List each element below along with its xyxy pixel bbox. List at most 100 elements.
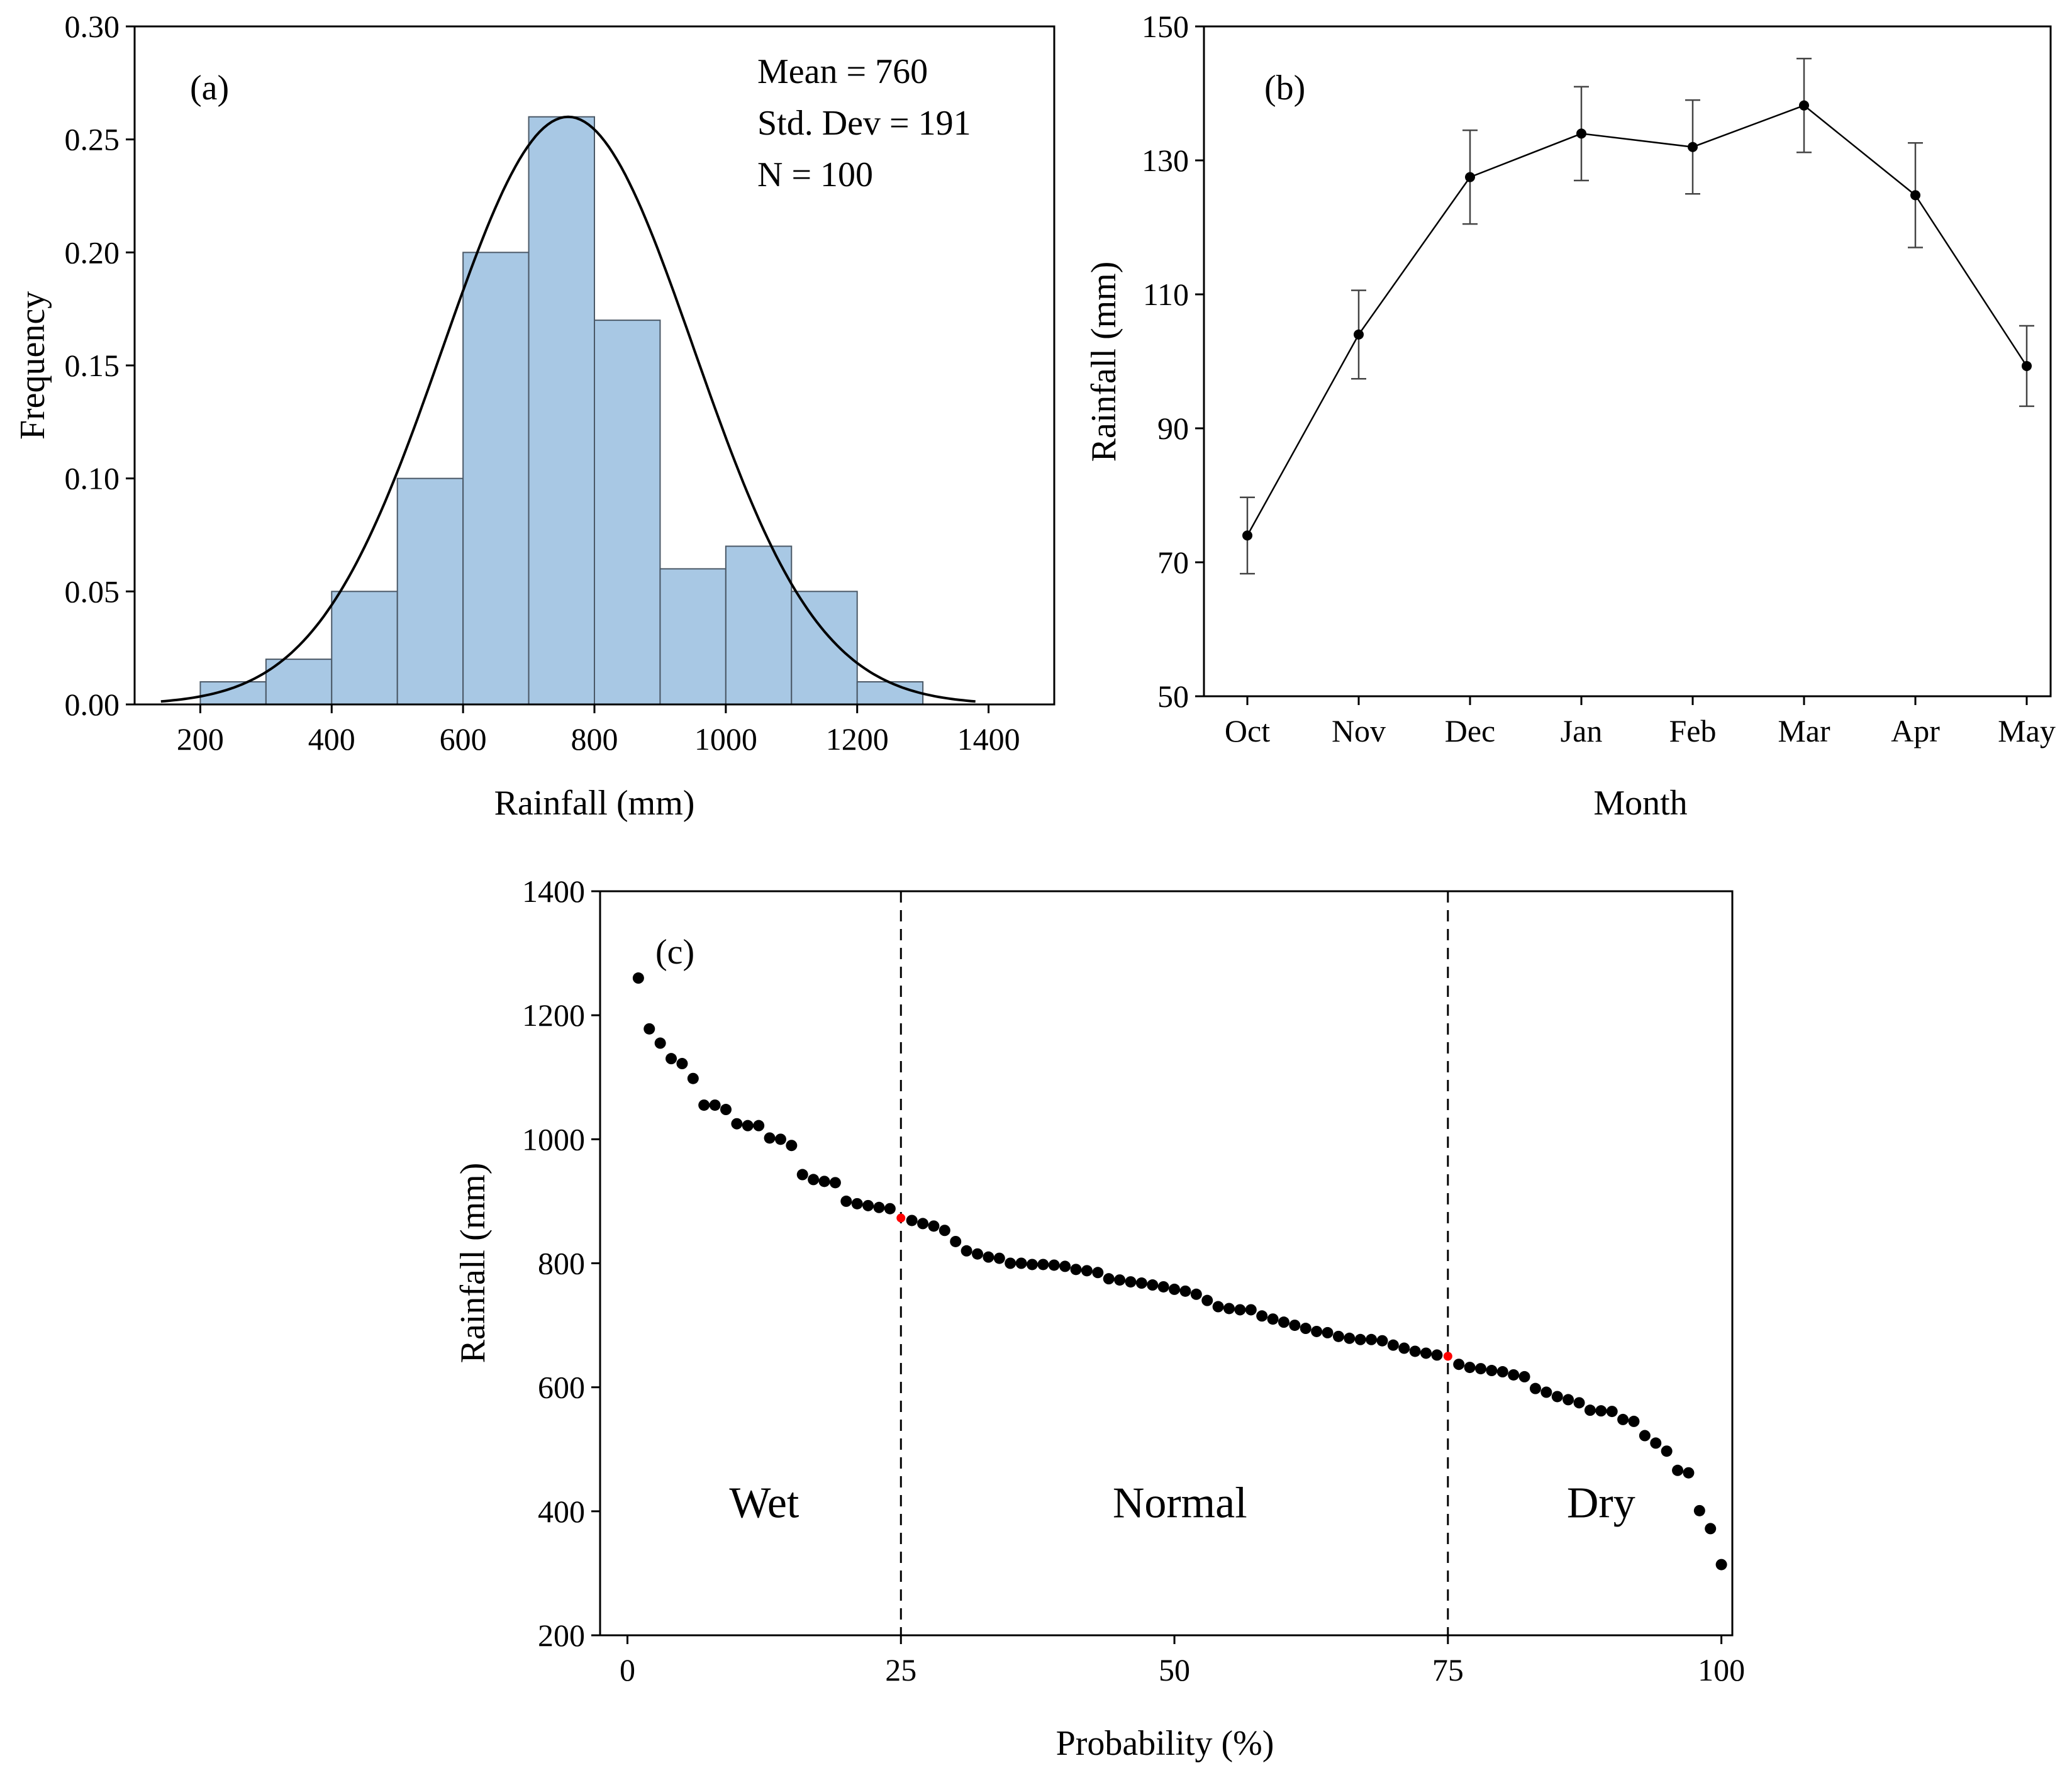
rainfall-point (1103, 1273, 1115, 1285)
rainfall-point (774, 1133, 786, 1145)
rainfall-point (1190, 1288, 1202, 1300)
x-tick-label-a-800: 800 (571, 721, 618, 757)
x-axis-ticks-c: 0 25 50 75 100 (620, 1635, 1745, 1687)
rainfall-point (906, 1215, 918, 1226)
rainfall-point (1169, 1283, 1181, 1295)
x-tick-label-a-1000: 1000 (694, 721, 757, 757)
rainfall-point (1518, 1370, 1530, 1382)
histogram-bar-2 (331, 591, 398, 705)
rainfall-point (1464, 1362, 1476, 1374)
rainfall-point (764, 1132, 776, 1144)
zone-label-normal: Normal (1113, 1479, 1247, 1528)
stat-mean: Mean = 760 (757, 52, 928, 91)
point-mar (1799, 100, 1809, 111)
point-oct (1242, 530, 1252, 541)
y-tick-label-c-1200: 1200 (522, 998, 585, 1033)
rainfall-point (1650, 1437, 1662, 1449)
y-tick-label-c-1000: 1000 (522, 1121, 585, 1157)
x-axis-title-b: Month (1593, 784, 1687, 823)
rainfall-point (1431, 1349, 1443, 1361)
x-axis-ticks-b: Oct Nov Dec Jan Feb Mar Apr May (1225, 696, 2056, 748)
y-tick-label-a-1: 0.05 (65, 574, 120, 609)
zone-label-dry: Dry (1567, 1479, 1635, 1528)
error-bars (1240, 57, 2034, 575)
rainfall-point (709, 1099, 721, 1111)
x-tick-label-c-75: 75 (1432, 1652, 1464, 1687)
rainfall-point (1475, 1363, 1486, 1375)
rainfall-point (840, 1195, 852, 1207)
rainfall-point (1256, 1310, 1268, 1322)
rainfall-point (1398, 1342, 1410, 1354)
rainfall-point (1628, 1415, 1640, 1427)
y-tick-label-c-400: 400 (538, 1494, 585, 1529)
monthly-rainfall-panel: Oct Nov Dec Jan Feb Mar Apr May 50 70 90 110 130 150… (1084, 9, 2056, 823)
x-tick-label-may: May (1998, 713, 2056, 748)
y-tick-label-c-200: 200 (538, 1618, 585, 1653)
rainfall-point (1322, 1326, 1334, 1338)
rainfall-point (950, 1235, 962, 1247)
rainfall-point (1387, 1339, 1399, 1351)
rainfall-point (1092, 1267, 1104, 1279)
rainfall-point (1344, 1332, 1356, 1344)
y-axis-title-b: Rainfall (mm) (1084, 262, 1123, 462)
stat-std-dev: Std. Dev = 191 (757, 104, 971, 143)
rainfall-point (1201, 1294, 1213, 1306)
rainfall-point (1311, 1325, 1323, 1337)
rainfall-point (1453, 1359, 1465, 1370)
rainfall-point (1081, 1265, 1093, 1277)
monthly-rainfall-line (1246, 104, 2028, 537)
point-may (2022, 360, 2032, 371)
point-apr (1910, 190, 1920, 201)
x-tick-label-c-0: 0 (620, 1652, 635, 1687)
highlight-point (1443, 1352, 1452, 1361)
rainfall-point (1059, 1260, 1071, 1272)
rainfall-point (1212, 1301, 1224, 1313)
panel-label-c: (c) (655, 933, 694, 972)
rainfall-point (698, 1099, 710, 1111)
rainfall-point (818, 1176, 830, 1187)
rainfall-point (1705, 1523, 1717, 1535)
rainfall-point (1420, 1347, 1432, 1359)
y-tick-label-c-1400: 1400 (522, 874, 585, 909)
stat-n: N = 100 (757, 155, 873, 194)
panel-label-a: (a) (190, 69, 229, 108)
point-nov (1354, 329, 1364, 340)
rainfall-point (1354, 1333, 1366, 1345)
rainfall-point (1147, 1279, 1159, 1291)
normal-distribution-curve (160, 115, 976, 703)
point-jan (1576, 128, 1586, 139)
rainfall-point (1135, 1277, 1147, 1289)
rainfall-point (1540, 1386, 1552, 1398)
rainfall-point (1278, 1316, 1289, 1328)
rainfall-point (1573, 1397, 1585, 1409)
x-tick-label-jan: Jan (1561, 713, 1603, 748)
y-tick-label-c-800: 800 (538, 1246, 585, 1281)
y-tick-label-a-4: 0.20 (65, 235, 120, 270)
rainfall-point (928, 1220, 940, 1232)
x-tick-label-dec: Dec (1445, 713, 1496, 748)
rainfall-point (666, 1053, 677, 1065)
point-dec (1465, 172, 1475, 182)
x-tick-label-mar: Mar (1778, 713, 1830, 748)
rainfall-point (972, 1248, 983, 1260)
rainfall-point (1366, 1333, 1378, 1345)
histogram-bar-10 (856, 681, 924, 705)
x-tick-label-nov: Nov (1332, 713, 1386, 748)
y-axis-ticks-a: 0.00 0.05 0.10 0.15 0.20 0.25 0.30 (65, 9, 135, 722)
rainfall-point (1496, 1366, 1508, 1378)
plot-frame-b (1203, 25, 2052, 698)
rainfall-point (753, 1120, 765, 1131)
rainfall-point (1715, 1559, 1727, 1571)
y-tick-label-b-150: 150 (1142, 9, 1189, 44)
histogram-bar-7 (659, 568, 727, 706)
x-tick-label-c-100: 100 (1698, 1652, 1745, 1687)
rainfall-point (993, 1252, 1005, 1264)
rainfall-point (1300, 1323, 1312, 1335)
rainfall-point (939, 1225, 950, 1237)
y-tick-label-b-90: 90 (1157, 411, 1189, 446)
rainfall-point (1223, 1303, 1235, 1315)
rainfall-point (643, 1023, 655, 1035)
x-tick-label-c-25: 25 (885, 1652, 916, 1687)
x-tick-label-a-1200: 1200 (826, 721, 889, 757)
